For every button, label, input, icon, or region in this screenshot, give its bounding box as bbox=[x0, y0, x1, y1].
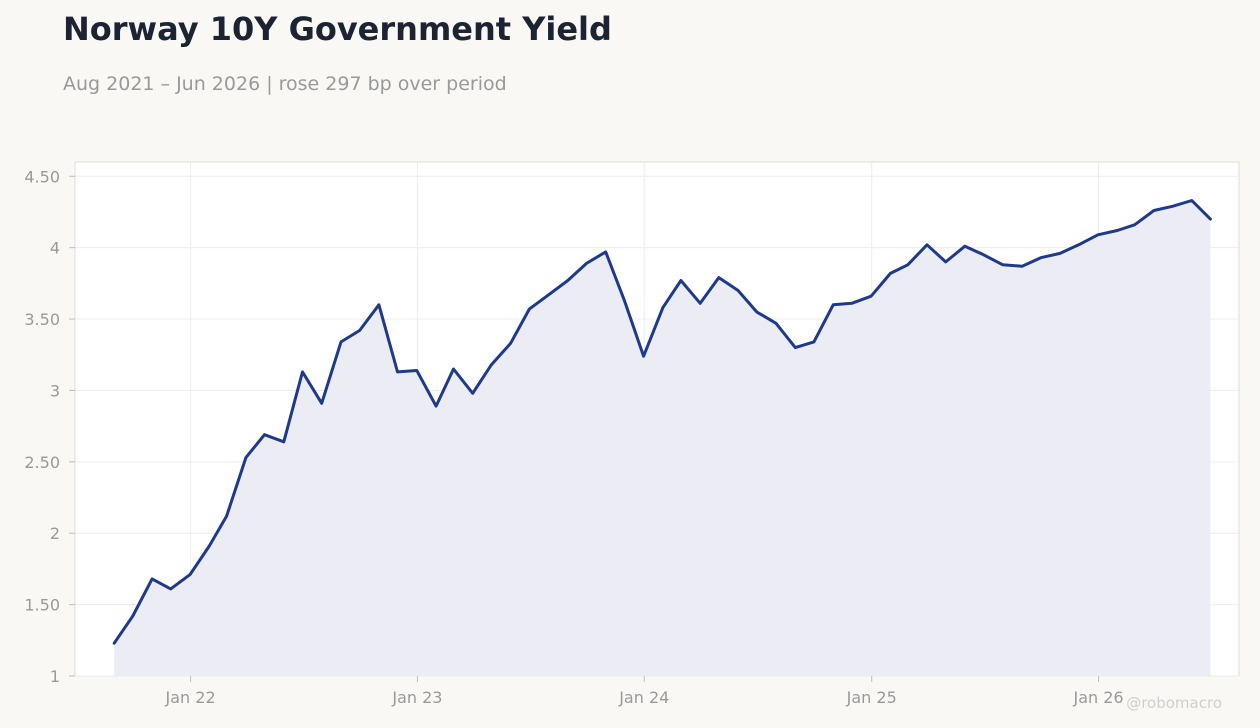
x-tick-label: Jan 22 bbox=[165, 688, 216, 707]
series-area bbox=[114, 200, 1211, 676]
chart-title: Norway 10Y Government Yield bbox=[63, 10, 612, 48]
x-tick-label: Jan 23 bbox=[391, 688, 442, 707]
y-tick-label: 3 bbox=[50, 381, 60, 400]
y-tick-label: 1.50 bbox=[24, 596, 60, 615]
y-tick-label: 2.50 bbox=[24, 453, 60, 472]
chart-subtitle: Aug 2021 – Jun 2026 | rose 297 bp over p… bbox=[63, 73, 507, 95]
y-tick-label: 2 bbox=[50, 524, 60, 543]
x-tick-label: Jan 25 bbox=[846, 688, 897, 707]
y-tick-label: 4 bbox=[50, 239, 60, 258]
x-tick-label: Jan 26 bbox=[1072, 688, 1123, 707]
watermark: @robomacro bbox=[1126, 694, 1222, 712]
y-tick-label: 3.50 bbox=[24, 310, 60, 329]
y-tick-label: 4.50 bbox=[24, 167, 60, 186]
series-line bbox=[112, 199, 1212, 645]
x-tick-label: Jan 24 bbox=[618, 688, 669, 707]
y-tick-label: 1 bbox=[50, 667, 60, 686]
